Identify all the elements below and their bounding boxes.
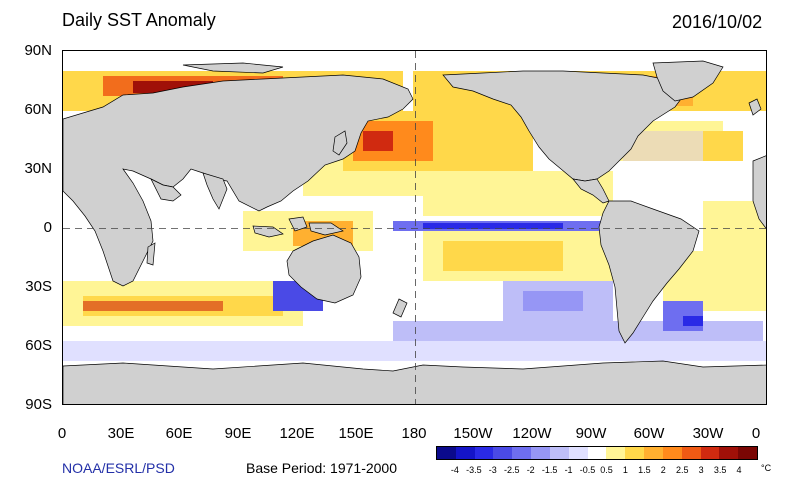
colorbar-tick-label: 1.5 bbox=[638, 465, 651, 475]
colorbar-swatch bbox=[681, 447, 701, 459]
colorbar-swatch bbox=[512, 447, 532, 459]
credit-label: NOAA/ESRL/PSD bbox=[62, 460, 175, 476]
lat-label-90s: 90S bbox=[25, 396, 52, 413]
colorbar-swatch bbox=[549, 447, 569, 459]
new-zealand bbox=[392, 298, 408, 318]
colorbar-swatch bbox=[738, 447, 758, 459]
greenland bbox=[652, 60, 724, 102]
north-america bbox=[442, 70, 688, 182]
lon-label-90e: 90E bbox=[224, 425, 252, 442]
colorbar-swatch bbox=[587, 447, 607, 459]
india bbox=[202, 172, 228, 210]
lon-label-60w: 60W bbox=[633, 425, 665, 442]
lat-label-60n: 60N bbox=[24, 101, 52, 118]
colorbar-swatch bbox=[606, 447, 626, 459]
colorbar-tick-label: -2 bbox=[526, 465, 535, 475]
madagascar bbox=[146, 242, 156, 266]
lat-label-30n: 30N bbox=[24, 160, 52, 177]
lat-label-60s: 60S bbox=[25, 337, 52, 354]
colorbar-tick-label: 0.5 bbox=[600, 465, 613, 475]
colorbar-swatch bbox=[625, 447, 645, 459]
land bbox=[63, 60, 766, 404]
arctic-islands bbox=[182, 62, 284, 74]
colorbar-swatch bbox=[719, 447, 739, 459]
colorbar-unit: °C bbox=[761, 463, 772, 473]
lon-label-120e: 120E bbox=[279, 425, 315, 442]
colorbar-swatch bbox=[700, 447, 720, 459]
colorbar-swatch bbox=[644, 447, 663, 459]
colorbar-tick-label: 1 bbox=[622, 465, 628, 475]
lon-label-60e: 60E bbox=[165, 425, 193, 442]
lon-label-120w: 120W bbox=[512, 425, 552, 442]
colorbar-swatch bbox=[474, 447, 494, 459]
japan bbox=[332, 130, 348, 156]
colorbar-swatch bbox=[531, 447, 550, 459]
lat-label-90n: 90N bbox=[24, 42, 52, 59]
colorbar-tick-label: 2 bbox=[660, 465, 666, 475]
colorbar-tick-label: 3 bbox=[698, 465, 704, 475]
colorbar-swatch bbox=[493, 447, 513, 459]
map-title: Daily SST Anomaly bbox=[62, 10, 216, 30]
colorbar bbox=[436, 446, 758, 460]
maritime-continent bbox=[252, 216, 344, 238]
eurasia-africa bbox=[63, 74, 414, 287]
australia bbox=[286, 234, 362, 304]
arabia bbox=[150, 178, 182, 202]
sst-map-canvas bbox=[63, 51, 766, 404]
lon-label-0-east: 0 bbox=[751, 425, 761, 442]
sst-map bbox=[62, 50, 767, 405]
colorbar-tick-label: -2.5 bbox=[503, 465, 520, 475]
lon-label-150e: 150E bbox=[338, 425, 374, 442]
colorbar-swatch bbox=[455, 447, 475, 459]
colorbar-tick-label: -1 bbox=[564, 465, 573, 475]
colorbar-tick-label: -1.5 bbox=[541, 465, 558, 475]
south-america bbox=[598, 200, 700, 344]
lon-label-180: 180 bbox=[401, 425, 427, 442]
colorbar-tick-label: 4 bbox=[736, 465, 742, 475]
colorbar-tick-label: -4 bbox=[450, 465, 459, 475]
colorbar-swatch bbox=[662, 447, 682, 459]
colorbar-tick-label: -0.5 bbox=[579, 465, 596, 475]
lon-label-0: 0 bbox=[57, 425, 67, 442]
colorbar-tick-label: -3 bbox=[488, 465, 497, 475]
date-label: 2016/10/02 bbox=[672, 12, 763, 32]
colorbar-tick-label: -3.5 bbox=[466, 465, 482, 475]
lat-label-30s: 30S bbox=[25, 278, 52, 295]
colorbar-tick-label: 3.5 bbox=[713, 465, 727, 475]
lon-label-90w: 90W bbox=[575, 425, 607, 442]
lon-label-150w: 150W bbox=[453, 425, 493, 442]
colorbar-swatch bbox=[568, 447, 588, 459]
british-isles bbox=[748, 98, 762, 116]
africa-west-edge bbox=[752, 155, 766, 229]
base-period-label: Base Period: 1971-2000 bbox=[246, 460, 397, 476]
antarctica bbox=[63, 360, 766, 404]
lon-label-30e: 30E bbox=[107, 425, 135, 442]
colorbar-swatch bbox=[437, 447, 456, 459]
lat-label-0: 0 bbox=[43, 219, 52, 236]
lon-label-30w: 30W bbox=[692, 425, 724, 442]
colorbar-tick-label: 2.5 bbox=[675, 465, 689, 475]
